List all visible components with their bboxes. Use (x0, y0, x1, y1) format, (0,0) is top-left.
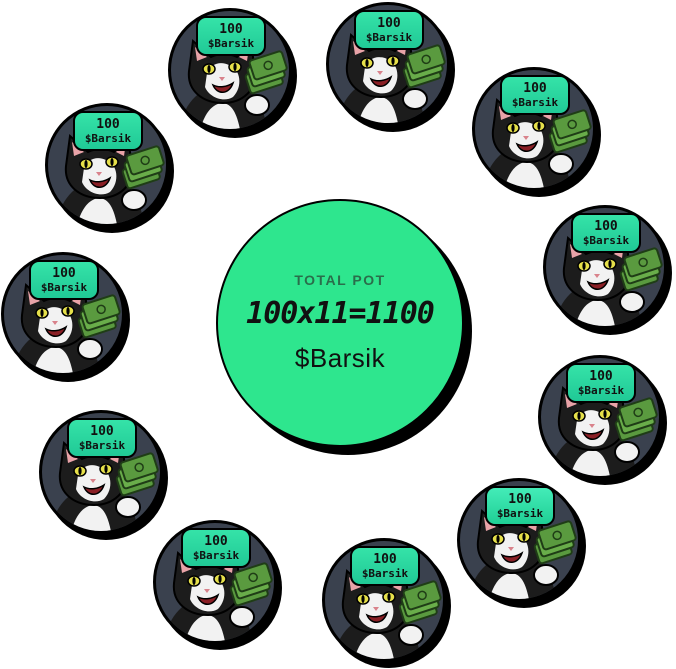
bet-amount: 100 (377, 15, 401, 31)
bet-coin: 100 $Barsik (153, 520, 283, 650)
bet-bubble: 100 $Barsik (29, 260, 99, 300)
total-pot-circle: TOTAL POT 100x11=1100 $Barsik (216, 199, 464, 447)
coin-face (168, 8, 292, 132)
bet-coin: 100 $Barsik (168, 8, 298, 138)
bet-token: $Barsik (496, 506, 544, 520)
bet-token: $Barsik (365, 30, 413, 44)
bet-bubble: 100 $Barsik (196, 16, 266, 56)
bet-bubble: 100 $Barsik (485, 486, 555, 526)
bet-coin: 100 $Barsik (538, 355, 668, 485)
bet-coin: 100 $Barsik (472, 67, 602, 197)
cat-with-cash-icon (50, 440, 159, 531)
bet-bubble: 100 $Barsik (73, 111, 143, 151)
bet-coin: 100 $Barsik (457, 478, 587, 608)
bet-coin: 100 $Barsik (45, 103, 175, 233)
coin-face (1, 252, 125, 376)
bet-bubble: 100 $Barsik (350, 546, 420, 586)
bet-token: $Barsik (582, 233, 630, 247)
bet-coin: 100 $Barsik (322, 538, 452, 668)
cat-with-cash-icon (483, 97, 592, 188)
bet-token: $Barsik (192, 548, 240, 562)
total-pot-formula: 100x11=1100 (246, 296, 435, 331)
bet-coin: 100 $Barsik (543, 205, 673, 335)
bet-amount: 100 (373, 551, 397, 567)
bet-token: $Barsik (40, 280, 88, 294)
bet-token: $Barsik (207, 36, 255, 50)
total-pot-token: $Barsik (294, 343, 386, 373)
cat-with-cash-icon (337, 32, 446, 123)
coin-face (543, 205, 667, 329)
bet-amount: 100 (204, 533, 228, 549)
cat-with-cash-icon (554, 235, 663, 326)
bet-token: $Barsik (577, 383, 625, 397)
bet-coin: 100 $Barsik (39, 410, 169, 540)
cat-with-cash-icon (164, 550, 273, 641)
bet-coin: 100 $Barsik (1, 252, 131, 382)
bet-amount: 100 (594, 218, 618, 234)
bet-coin: 100 $Barsik (326, 2, 456, 132)
bet-token: $Barsik (78, 438, 126, 452)
cat-with-cash-icon (12, 282, 121, 373)
bet-token: $Barsik (361, 566, 409, 580)
bet-amount: 100 (96, 116, 120, 132)
cat-with-cash-icon (56, 133, 165, 224)
bet-bubble: 100 $Barsik (500, 75, 570, 115)
coin-face (472, 67, 596, 191)
bet-token: $Barsik (84, 131, 132, 145)
coin-face (45, 103, 169, 227)
bet-bubble: 100 $Barsik (181, 528, 251, 568)
bet-amount: 100 (90, 423, 114, 439)
cat-with-cash-icon (333, 568, 442, 659)
bet-bubble: 100 $Barsik (67, 418, 137, 458)
bet-bubble: 100 $Barsik (566, 363, 636, 403)
cat-with-cash-icon (179, 38, 288, 129)
bet-amount: 100 (508, 491, 532, 507)
coin-face (39, 410, 163, 534)
bet-token: $Barsik (511, 95, 559, 109)
total-pot-label: TOTAL POT (294, 272, 386, 288)
bet-amount: 100 (52, 265, 76, 281)
cat-with-cash-icon (468, 508, 577, 599)
bet-bubble: 100 $Barsik (571, 213, 641, 253)
bet-amount: 100 (589, 368, 613, 384)
bet-amount: 100 (523, 80, 547, 96)
bet-amount: 100 (219, 21, 243, 37)
bet-bubble: 100 $Barsik (354, 10, 424, 50)
